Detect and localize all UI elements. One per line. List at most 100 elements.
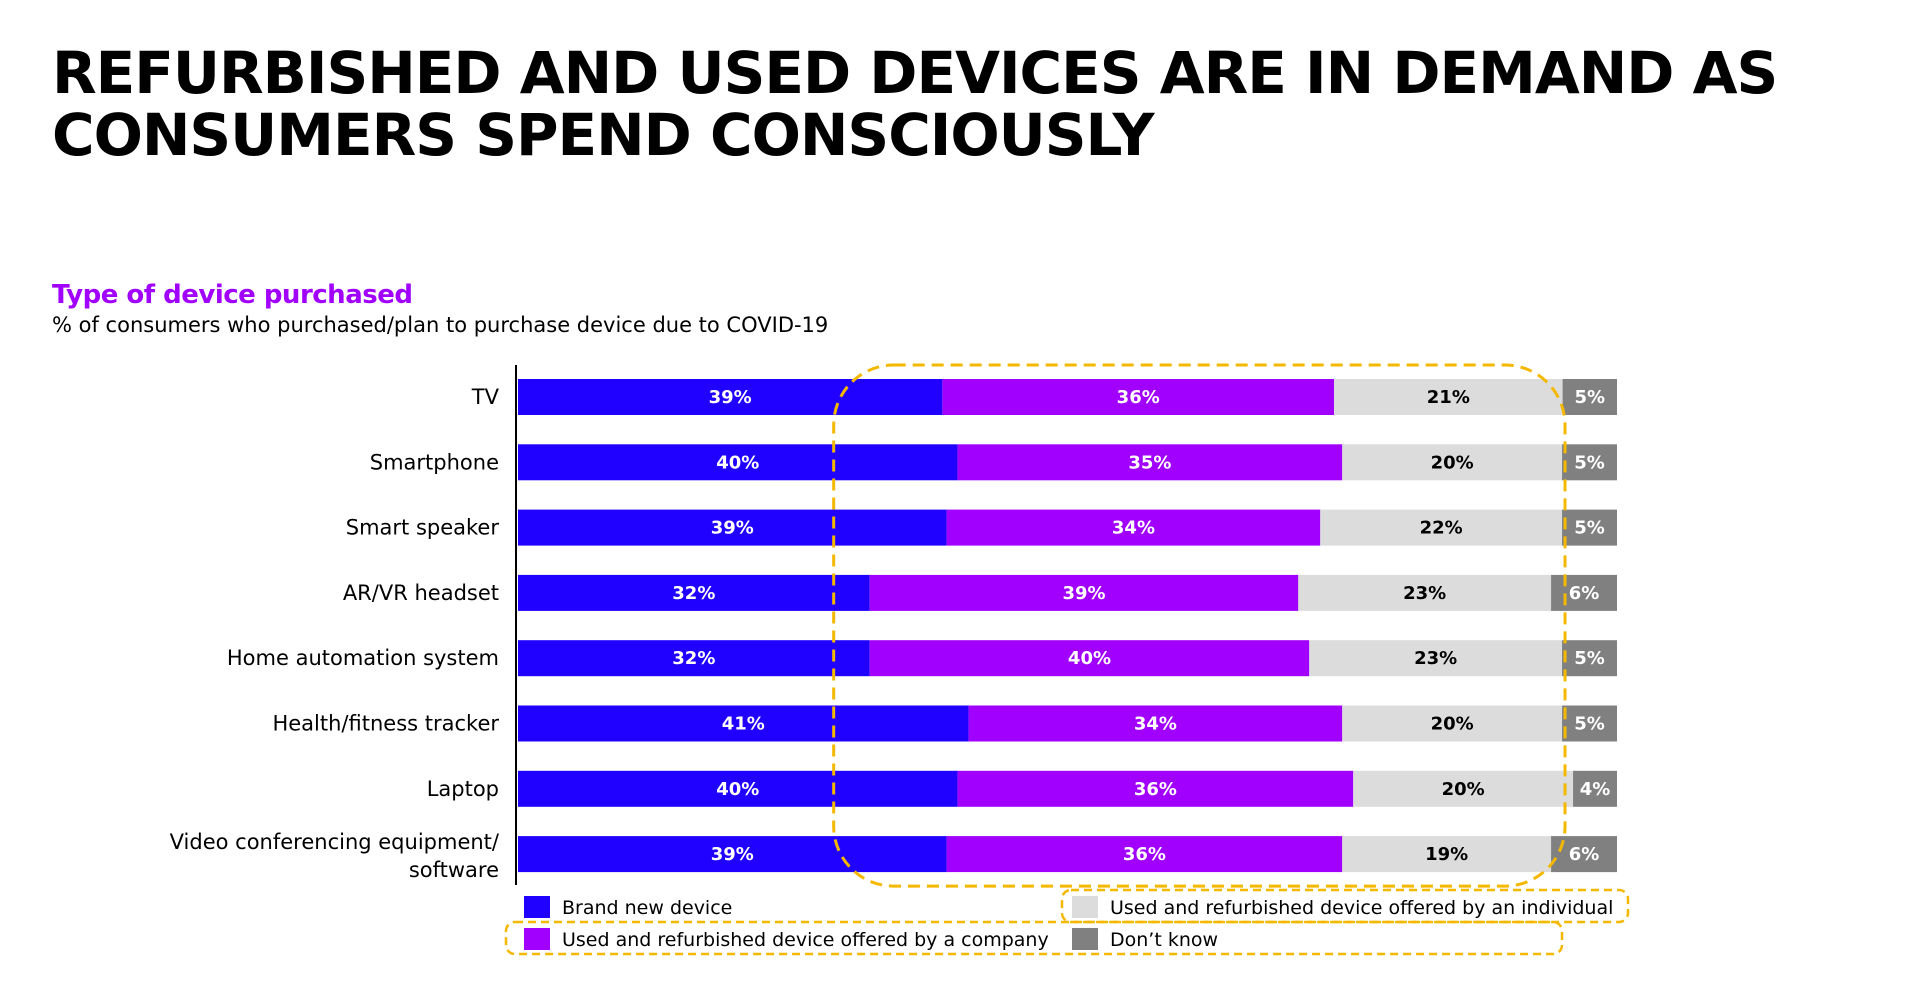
- bar-segment-used-and-refurbished-device-offered-by-a-company: [869, 640, 1310, 677]
- legend-item-don-t-know: Don’t know: [1072, 928, 1218, 951]
- bars-layer: TV 39% 36% 21% 5% Smartphone 40% 35% 20% 5% Smart …: [170, 379, 1617, 882]
- legend-swatch: [524, 896, 550, 918]
- bar-segment-used-and-refurbished-device-offered-by-a-company: [957, 770, 1354, 807]
- chart-title: Type of device purchased: [52, 280, 413, 310]
- legend-swatch: [1072, 928, 1098, 950]
- data-label: 5%: [1574, 648, 1605, 669]
- legend-label: Brand new device: [562, 897, 732, 919]
- data-label: 20%: [1442, 779, 1485, 800]
- bar-row-laptop: Laptop 40% 36% 20% 4%: [427, 770, 1617, 807]
- data-label: 4%: [1580, 779, 1611, 800]
- legend-item-brand-new-device: Brand new device: [524, 896, 732, 919]
- legend-label: Used and refurbished device offered by a…: [1110, 897, 1613, 919]
- data-label: 5%: [1574, 714, 1605, 735]
- headline-line-2: CONSUMERS SPEND CONSCIOUSLY: [52, 101, 1154, 169]
- bar-segment-brand-new-device: [518, 836, 947, 873]
- category-label: Home automation system: [227, 646, 499, 670]
- data-label: 34%: [1112, 518, 1155, 539]
- bar-segment-used-and-refurbished-device-offered-by-an-individual: [1342, 836, 1552, 873]
- data-label: 36%: [1117, 387, 1160, 408]
- bar-segment-used-and-refurbished-device-offered-by-an-individual: [1298, 574, 1552, 611]
- legend-highlight-box: [504, 920, 1564, 956]
- data-label: 32%: [672, 648, 715, 669]
- bar-segment-used-and-refurbished-device-offered-by-an-individual: [1353, 770, 1574, 807]
- bar-segment-used-and-refurbished-device-offered-by-a-company: [869, 574, 1299, 611]
- data-label: 21%: [1427, 387, 1470, 408]
- data-label: 34%: [1134, 714, 1177, 735]
- data-label: 23%: [1414, 648, 1457, 669]
- bar-segment-used-and-refurbished-device-offered-by-a-company: [946, 509, 1321, 546]
- data-label: 41%: [722, 714, 765, 735]
- bar-segment-brand-new-device: [518, 705, 969, 742]
- bar-row-smartphone: Smartphone 40% 35% 20% 5%: [370, 444, 1617, 481]
- bar-segment-brand-new-device: [518, 444, 958, 481]
- legend-item-used-and-refurbished-device-offered-by-an-individual: Used and refurbished device offered by a…: [1060, 888, 1630, 924]
- data-label: 5%: [1574, 518, 1605, 539]
- bar-segment-used-and-refurbished-device-offered-by-a-company: [957, 444, 1343, 481]
- data-label: 39%: [1062, 583, 1105, 604]
- data-label: 32%: [672, 583, 715, 604]
- category-label: TV: [471, 385, 500, 409]
- bar-segment-don-t-know: [1562, 379, 1617, 415]
- headline-line-1: REFURBISHED AND USED DEVICES ARE IN DEMA…: [52, 39, 1778, 107]
- bar-segment-brand-new-device: [518, 640, 870, 677]
- bar-segment-used-and-refurbished-device-offered-by-a-company: [942, 379, 1335, 415]
- legend-highlight-box: [1060, 888, 1630, 924]
- bar-segment-used-and-refurbished-device-offered-by-a-company: [946, 836, 1343, 873]
- data-label: 6%: [1569, 583, 1600, 604]
- legend-swatch: [1072, 896, 1098, 918]
- category-label: Laptop: [427, 777, 499, 801]
- data-label: 19%: [1425, 844, 1468, 865]
- highlight-dashed-box: [832, 363, 1567, 888]
- bar-segment-used-and-refurbished-device-offered-by-an-individual: [1342, 444, 1563, 481]
- category-label: Health/fitness tracker: [272, 712, 499, 736]
- data-label: 20%: [1431, 714, 1474, 735]
- bar-segment-don-t-know: [1562, 705, 1617, 742]
- category-label: Video conferencing equipment/software: [170, 830, 500, 882]
- page-headline: REFURBISHED AND USED DEVICES ARE IN DEMA…: [52, 42, 1872, 166]
- bar-row-health-fitness-tracker: Health/fitness tracker 41% 34% 20% 5%: [272, 705, 1617, 742]
- data-label: 5%: [1574, 452, 1605, 473]
- bar-row-smart-speaker: Smart speaker 39% 34% 22% 5%: [346, 509, 1617, 546]
- bar-segment-used-and-refurbished-device-offered-by-an-individual: [1320, 509, 1563, 546]
- bar-segment-don-t-know: [1562, 509, 1617, 546]
- bar-segment-brand-new-device: [518, 574, 870, 611]
- data-label: 35%: [1128, 452, 1171, 473]
- data-label: 36%: [1134, 779, 1177, 800]
- bar-segment-brand-new-device: [518, 379, 943, 415]
- data-label: 22%: [1420, 518, 1463, 539]
- data-label: 40%: [716, 779, 759, 800]
- bar-segment-don-t-know: [1573, 770, 1617, 807]
- bar-segment-used-and-refurbished-device-offered-by-an-individual: [1342, 705, 1563, 742]
- category-label: AR/VR headset: [343, 581, 499, 605]
- bar-segment-used-and-refurbished-device-offered-by-an-individual: [1334, 379, 1563, 415]
- bar-row-tv: TV 39% 36% 21% 5%: [471, 379, 1617, 415]
- legend: Brand new device Used and refurbished dev…: [504, 888, 1630, 956]
- category-label: Smart speaker: [346, 516, 500, 540]
- data-label: 39%: [709, 387, 752, 408]
- data-label: 5%: [1575, 387, 1606, 408]
- legend-swatch: [524, 928, 550, 950]
- chart-subtitle: % of consumers who purchased/plan to pur…: [52, 313, 829, 337]
- bar-segment-used-and-refurbished-device-offered-by-an-individual: [1309, 640, 1563, 677]
- legend-item-used-and-refurbished-device-offered-by-a-company: Used and refurbished device offered by a…: [504, 920, 1564, 956]
- data-label: 39%: [711, 844, 754, 865]
- data-label: 23%: [1403, 583, 1446, 604]
- highlight-layer: [832, 363, 1567, 888]
- bar-segment-don-t-know: [1562, 444, 1617, 481]
- category-label: Smartphone: [370, 450, 499, 474]
- bar-segment-brand-new-device: [518, 770, 958, 807]
- legend-label: Don’t know: [1110, 929, 1218, 951]
- bar-row-video-conferencing-equipment-software: Video conferencing equipment/software 39%…: [170, 830, 1617, 882]
- bar-segment-don-t-know: [1551, 574, 1617, 611]
- bar-segment-don-t-know: [1562, 640, 1617, 677]
- legend-label: Used and refurbished device offered by a…: [562, 929, 1049, 951]
- data-label: 20%: [1431, 452, 1474, 473]
- bar-row-home-automation-system: Home automation system 32% 40% 23% 5%: [227, 640, 1617, 677]
- data-label: 40%: [716, 452, 759, 473]
- data-label: 6%: [1569, 844, 1600, 865]
- data-label: 36%: [1123, 844, 1166, 865]
- data-label: 40%: [1068, 648, 1111, 669]
- bar-row-ar-vr-headset: AR/VR headset 32% 39% 23% 6%: [343, 574, 1617, 611]
